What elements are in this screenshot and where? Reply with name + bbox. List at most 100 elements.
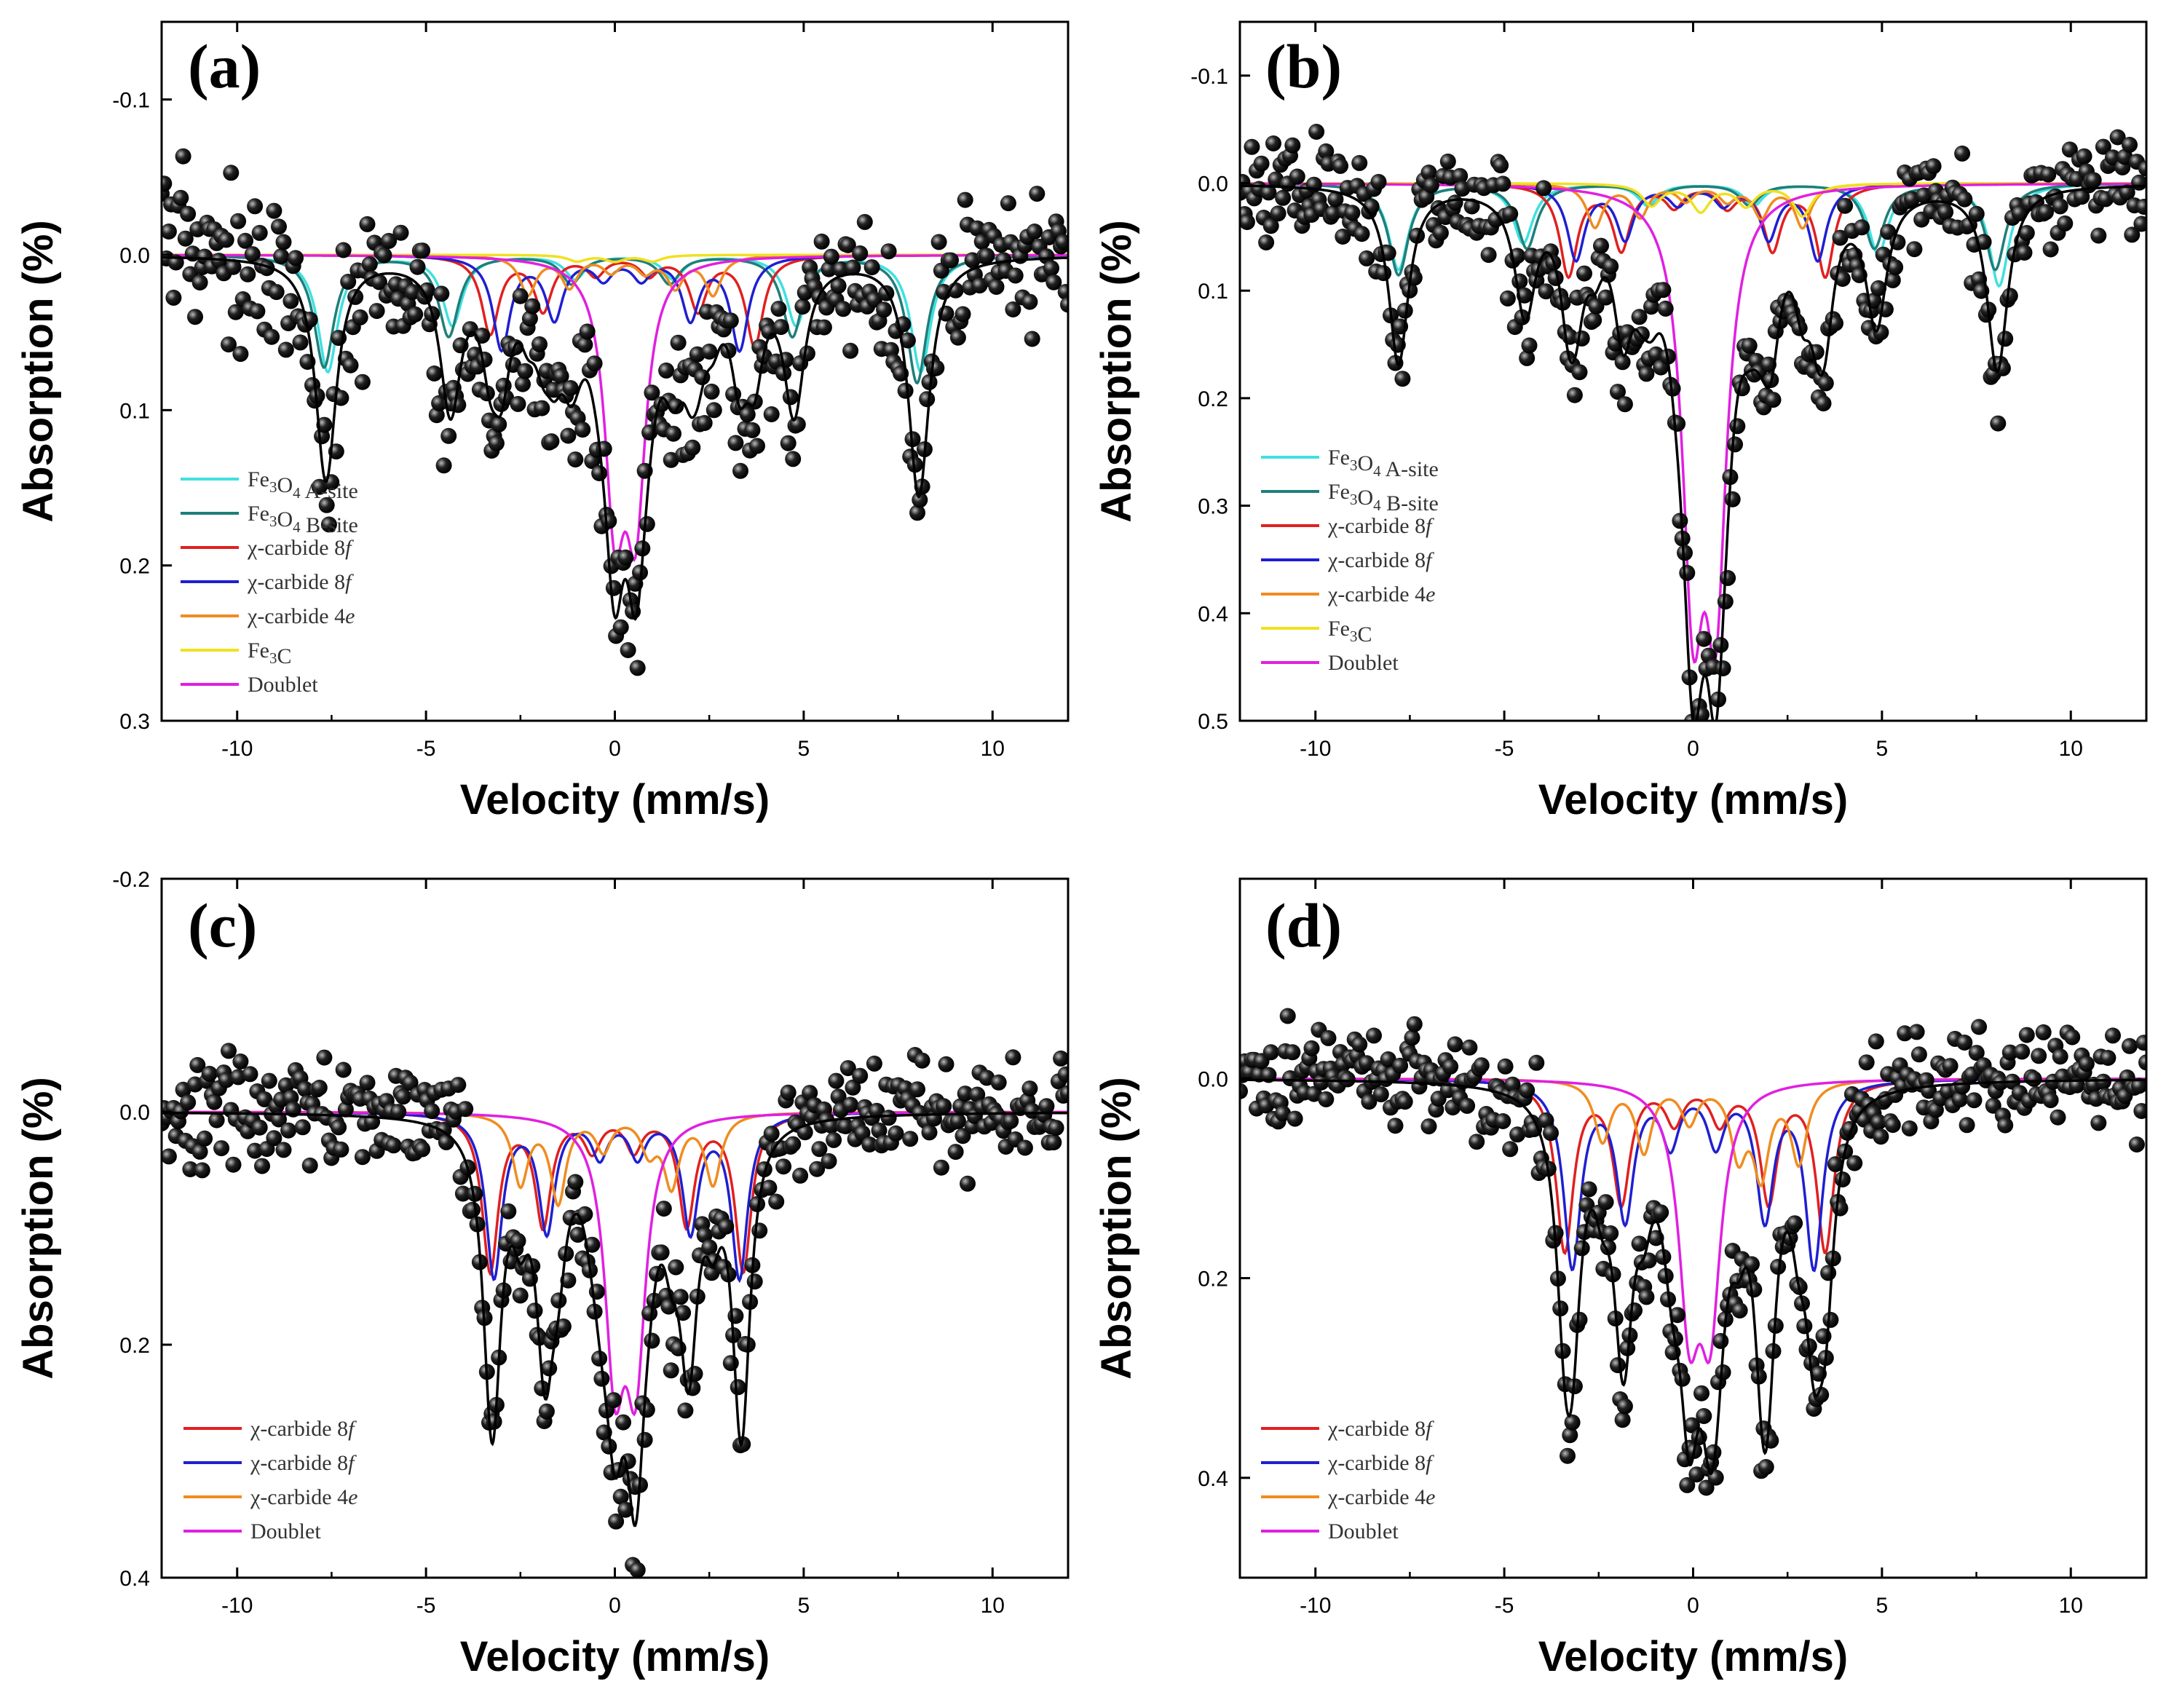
data-point bbox=[1048, 1120, 1064, 1136]
data-point bbox=[832, 261, 849, 277]
data-point bbox=[1614, 354, 1631, 371]
data-point bbox=[899, 332, 916, 349]
data-point bbox=[1937, 204, 1954, 221]
x-tick-label: -5 bbox=[1495, 1594, 1514, 1618]
data-point bbox=[2057, 215, 2074, 232]
legend-label: χ-carbide 4e bbox=[250, 1485, 357, 1509]
data-point bbox=[275, 1142, 292, 1158]
data-point bbox=[653, 1244, 670, 1261]
data-point bbox=[990, 1074, 1007, 1091]
data-point bbox=[538, 1403, 555, 1420]
data-point bbox=[1655, 282, 1672, 298]
data-point bbox=[617, 549, 634, 566]
data-point bbox=[792, 1167, 809, 1184]
x-tick-label: -5 bbox=[1495, 737, 1514, 761]
data-point bbox=[2042, 1092, 2059, 1109]
data-point bbox=[2025, 1070, 2042, 1087]
data-point bbox=[1610, 1357, 1626, 1374]
data-point bbox=[1270, 205, 1286, 222]
data-point bbox=[1729, 418, 1746, 435]
data-point bbox=[1560, 1447, 1576, 1464]
panel-label: (a) bbox=[188, 31, 261, 101]
data-point bbox=[194, 1162, 210, 1179]
panel-d: -10 -5 0 5 10 0.0 0.2 0.4 Velocity (mm/s) Absorpt… bbox=[1093, 877, 2148, 1680]
data-point bbox=[1535, 180, 1552, 197]
data-point bbox=[342, 357, 359, 373]
data-point bbox=[266, 202, 282, 219]
data-point bbox=[1021, 293, 1038, 310]
data-point bbox=[1884, 1117, 1901, 1134]
data-point bbox=[636, 1431, 653, 1448]
data-point bbox=[971, 277, 988, 294]
x-axis-title: Velocity (mm/s) bbox=[1538, 1633, 1848, 1680]
data-point bbox=[615, 1414, 631, 1431]
data-point bbox=[703, 383, 720, 400]
data-point bbox=[1007, 267, 1024, 284]
data-point bbox=[830, 277, 847, 294]
data-point bbox=[1473, 1057, 1490, 1074]
data-point bbox=[612, 619, 629, 636]
data-point bbox=[2119, 184, 2135, 201]
y-tick-label: 0.1 bbox=[1198, 280, 1228, 304]
data-point bbox=[1339, 1071, 1356, 1088]
y-tick-label: 0.2 bbox=[1198, 387, 1228, 411]
data-point bbox=[191, 274, 208, 290]
data-point bbox=[1459, 1097, 1476, 1114]
data-point bbox=[672, 1289, 689, 1305]
x-axis-title: Velocity (mm/s) bbox=[1538, 776, 1848, 823]
data-point bbox=[2018, 1027, 2035, 1043]
data-point bbox=[1813, 1386, 1830, 1403]
data-point bbox=[1318, 1091, 1335, 1107]
data-point bbox=[1262, 218, 1279, 234]
data-point bbox=[1834, 1171, 1851, 1187]
legend-label: Doublet bbox=[248, 673, 318, 697]
data-point bbox=[1519, 349, 1535, 366]
data-point bbox=[1335, 229, 1351, 245]
data-point bbox=[1715, 1364, 1731, 1380]
data-point bbox=[1815, 395, 1832, 412]
data-point bbox=[1344, 205, 1361, 221]
data-point bbox=[761, 1179, 778, 1196]
data-point bbox=[1717, 593, 1734, 610]
data-point bbox=[1359, 1055, 1375, 1072]
data-point bbox=[1884, 272, 1901, 288]
data-point bbox=[839, 237, 856, 253]
x-tick-label: 0 bbox=[609, 737, 621, 761]
total-fit-curve bbox=[162, 1111, 1068, 1527]
data-point bbox=[973, 233, 990, 250]
data-point bbox=[579, 323, 596, 340]
data-point bbox=[936, 1098, 952, 1115]
data-point bbox=[1554, 294, 1571, 311]
data-point bbox=[2135, 1035, 2146, 1051]
data-point bbox=[1021, 1080, 1038, 1097]
data-point bbox=[419, 282, 435, 298]
data-point bbox=[1286, 1110, 1303, 1127]
data-point bbox=[2076, 148, 2092, 165]
data-point bbox=[414, 242, 431, 259]
y-tick-label: 0.0 bbox=[119, 1101, 150, 1125]
total-fit-curve bbox=[1240, 1078, 2146, 1476]
data-point bbox=[960, 1175, 976, 1192]
data-point bbox=[722, 1355, 739, 1372]
data-point bbox=[381, 232, 398, 249]
data-point bbox=[1627, 1302, 1643, 1318]
data-point bbox=[1573, 1240, 1590, 1257]
data-point bbox=[550, 1292, 567, 1309]
legend-label: Fe3C bbox=[1328, 617, 1372, 647]
data-point bbox=[182, 1161, 199, 1177]
data-point bbox=[677, 1402, 694, 1419]
data-point bbox=[1638, 1289, 1655, 1305]
data-point bbox=[371, 274, 387, 290]
data-point bbox=[187, 309, 203, 325]
data-point bbox=[1858, 1054, 1875, 1071]
data-point bbox=[1493, 157, 1509, 174]
data-point bbox=[727, 435, 744, 451]
data-point bbox=[409, 258, 426, 275]
data-point bbox=[957, 191, 973, 208]
data-point bbox=[1372, 1086, 1389, 1103]
data-point bbox=[320, 516, 337, 533]
y-tick-label: 0.5 bbox=[1198, 710, 1228, 734]
data-point bbox=[197, 1130, 213, 1147]
total-fit-curve bbox=[1240, 184, 2146, 721]
data-point bbox=[254, 1158, 270, 1174]
